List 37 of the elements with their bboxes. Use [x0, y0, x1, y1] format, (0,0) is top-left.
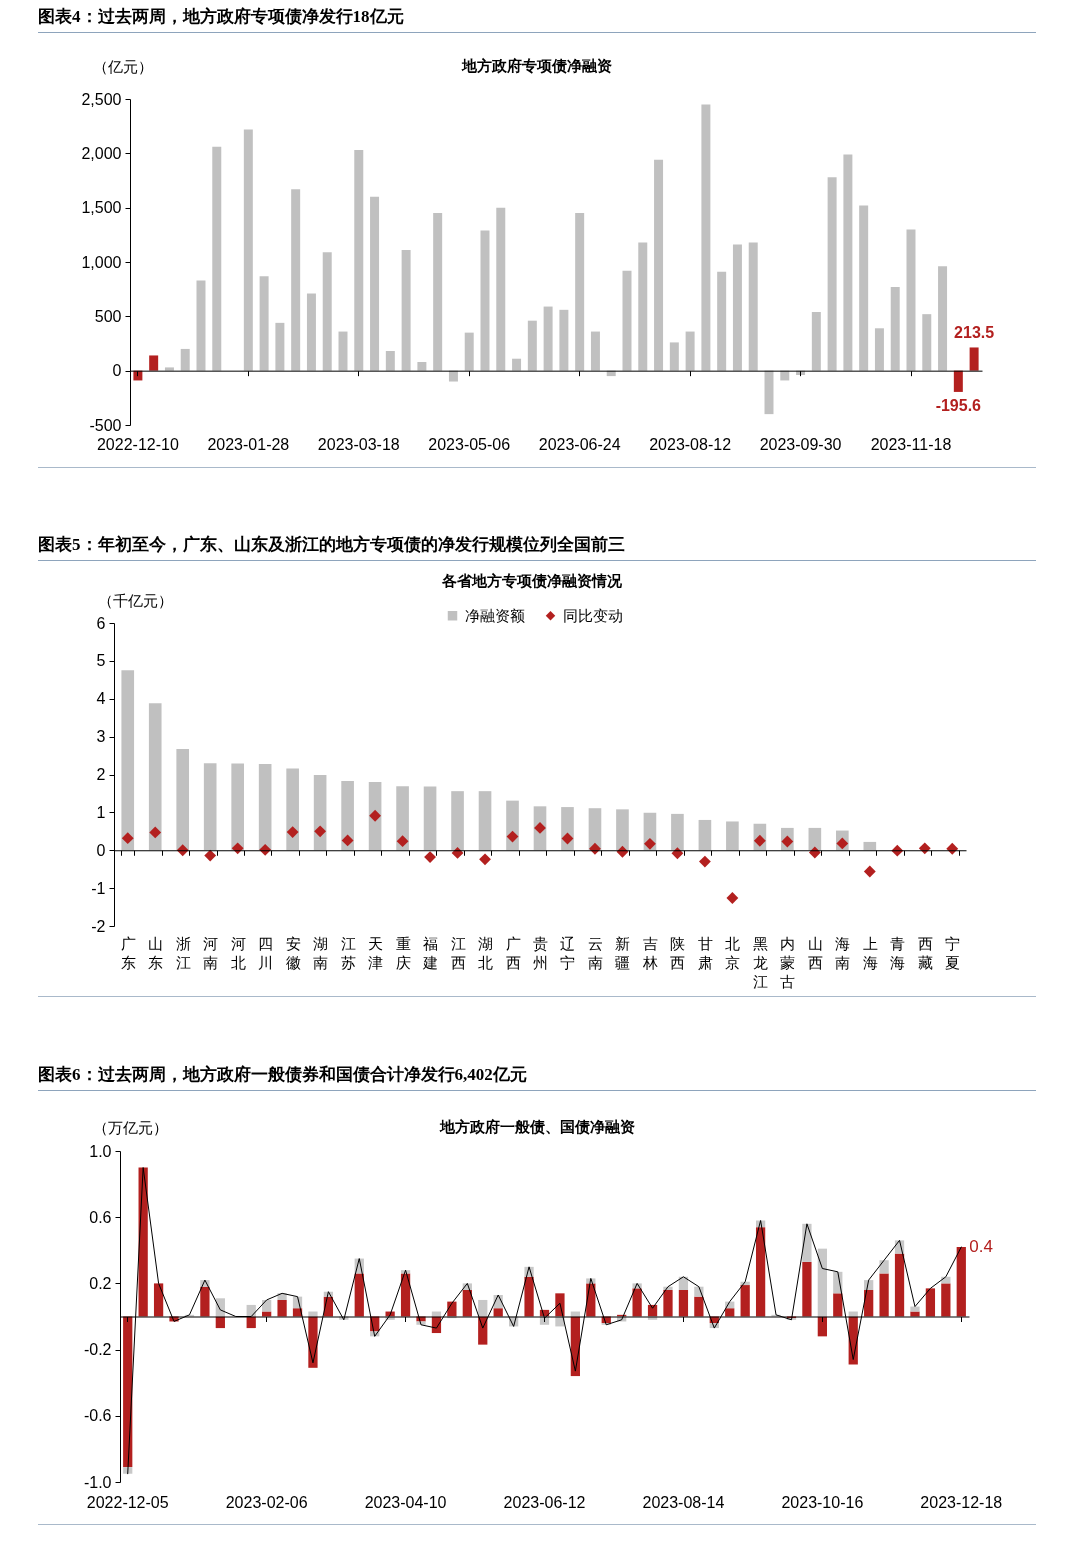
x-tick-label: 2023-02-06 [225, 1493, 308, 1511]
x-tick-label: 2023-04-10 [364, 1493, 447, 1511]
chart-title: 图表4：过去两周，地方政府专项债净发行18亿元 [38, 5, 1036, 33]
x-tick-label: 2023-06-12 [503, 1493, 586, 1511]
y-tick-label: 1,500 [81, 199, 122, 217]
y-tick-label: 0.2 [89, 1274, 112, 1292]
data-label: -195.6 [935, 396, 982, 414]
x-tick-label: 2023-10-16 [781, 1493, 864, 1511]
y-tick-label: 0.6 [89, 1208, 112, 1226]
chart-subtitle: 地方政府一般债、国债净融资 [438, 1118, 636, 1137]
y-axis-title: （万亿元） [93, 1119, 168, 1136]
y-tick-label: -500 [89, 416, 122, 434]
y-tick-label: 2,000 [81, 144, 122, 162]
y-tick-label: 0 [112, 362, 122, 380]
x-tick-label: 2023-05-06 [428, 435, 511, 453]
chart-title: 图表6：过去两周，地方政府一般债券和国债合计净发行6,402亿元 [38, 1063, 1036, 1091]
x-tick-label: 2022-12-10 [96, 435, 179, 453]
y-tick-label: 1,000 [81, 253, 122, 271]
y-tick-label: -0.6 [83, 1407, 112, 1425]
x-tick-label: 2023-01-28 [207, 435, 290, 453]
x-tick-label: 2023-08-12 [649, 435, 732, 453]
data-label: 213.5 [954, 324, 995, 342]
y-tick-label: 500 [94, 307, 122, 325]
y-tick-label: 2,500 [81, 90, 122, 108]
data-label: 0.4 [969, 1236, 993, 1256]
y-tick-label: -0.2 [83, 1341, 112, 1359]
x-tick-label: 2023-12-18 [920, 1493, 1003, 1511]
x-tick-label: 2023-03-18 [317, 435, 400, 453]
x-tick-label: 2023-08-14 [642, 1493, 725, 1511]
y-tick-label: -1.0 [83, 1473, 112, 1491]
x-tick-label: 2023-11-18 [870, 435, 952, 453]
x-tick-label: 2022-12-05 [86, 1493, 169, 1511]
chart-subtitle: 地方政府专项债净融资 [460, 57, 613, 76]
y-tick-label: 1.0 [89, 1142, 112, 1160]
x-tick-label: 2023-06-24 [538, 435, 621, 453]
x-tick-label: 2023-09-30 [759, 435, 842, 453]
y-axis-title: （亿元） [92, 58, 153, 75]
